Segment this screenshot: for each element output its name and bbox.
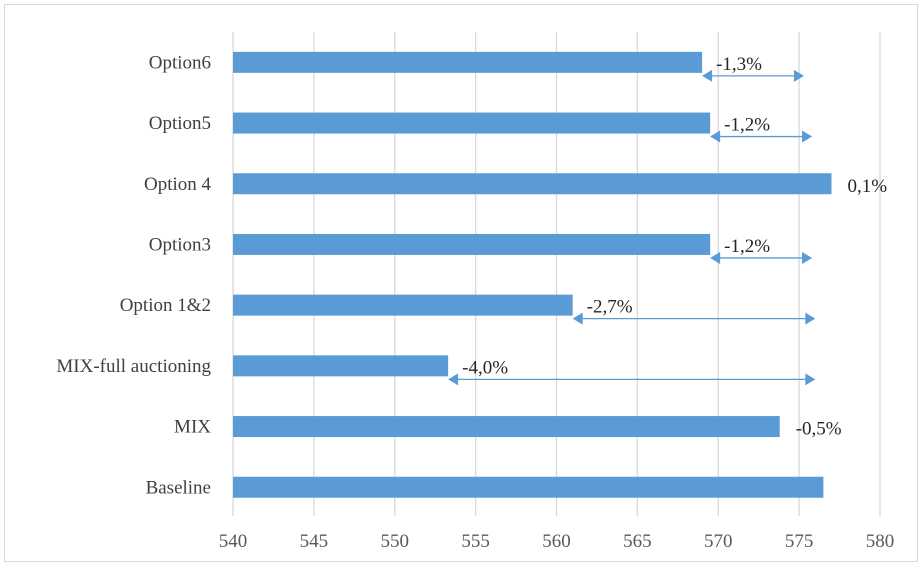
arrow-head-right bbox=[805, 312, 816, 325]
data-label: -1,3% bbox=[716, 54, 762, 75]
x-tick-label: 540 bbox=[219, 531, 248, 552]
data-label: -1,2% bbox=[724, 115, 770, 136]
bar bbox=[233, 294, 573, 316]
chart-frame bbox=[4, 4, 918, 562]
arrow-head-left bbox=[710, 251, 721, 264]
x-tick-label: 555 bbox=[461, 531, 490, 552]
difference-arrows bbox=[448, 69, 816, 386]
bar bbox=[233, 112, 711, 134]
arrow-head-left bbox=[572, 312, 583, 325]
bars bbox=[233, 51, 832, 498]
arrow-head-left bbox=[448, 373, 459, 386]
data-label: -1,2% bbox=[724, 236, 770, 257]
x-tick-label: 565 bbox=[623, 531, 652, 552]
x-tick-label: 570 bbox=[704, 531, 733, 552]
category-label: Baseline bbox=[146, 477, 211, 498]
bar bbox=[233, 416, 780, 438]
arrow-head-right bbox=[793, 69, 804, 82]
data-label: -2,7% bbox=[587, 297, 633, 318]
category-label: MIX-full auctioning bbox=[56, 356, 211, 377]
x-tick-label: 550 bbox=[381, 531, 410, 552]
data-label: -4,0% bbox=[462, 357, 508, 378]
data-label: -0,5% bbox=[796, 419, 842, 440]
bar bbox=[233, 233, 711, 255]
x-tick-label: 545 bbox=[300, 531, 329, 552]
x-tick-label: 575 bbox=[785, 531, 814, 552]
x-tick-label: 580 bbox=[866, 531, 895, 552]
category-label: Option3 bbox=[149, 234, 211, 255]
arrow-head-left bbox=[710, 130, 721, 143]
bar bbox=[233, 476, 824, 498]
category-label: Option 1&2 bbox=[120, 295, 211, 316]
category-label: MIX bbox=[174, 417, 211, 438]
bar bbox=[233, 51, 703, 73]
category-label: Option 4 bbox=[144, 174, 212, 195]
arrow-head-right bbox=[802, 251, 813, 264]
arrow-head-right bbox=[805, 373, 816, 386]
category-label: Option6 bbox=[149, 52, 211, 73]
labels: 540 545 550 555 560 565 570 575 580 Option6 -1,3% O… bbox=[56, 52, 894, 552]
category-label: Option5 bbox=[149, 113, 211, 134]
arrow-head-left bbox=[702, 69, 713, 82]
grid-lines bbox=[232, 32, 881, 516]
data-label: 0,1% bbox=[847, 176, 887, 197]
bar bbox=[233, 355, 449, 377]
arrow-head-right bbox=[802, 130, 813, 143]
bar bbox=[233, 173, 832, 195]
x-tick-label: 560 bbox=[542, 531, 571, 552]
